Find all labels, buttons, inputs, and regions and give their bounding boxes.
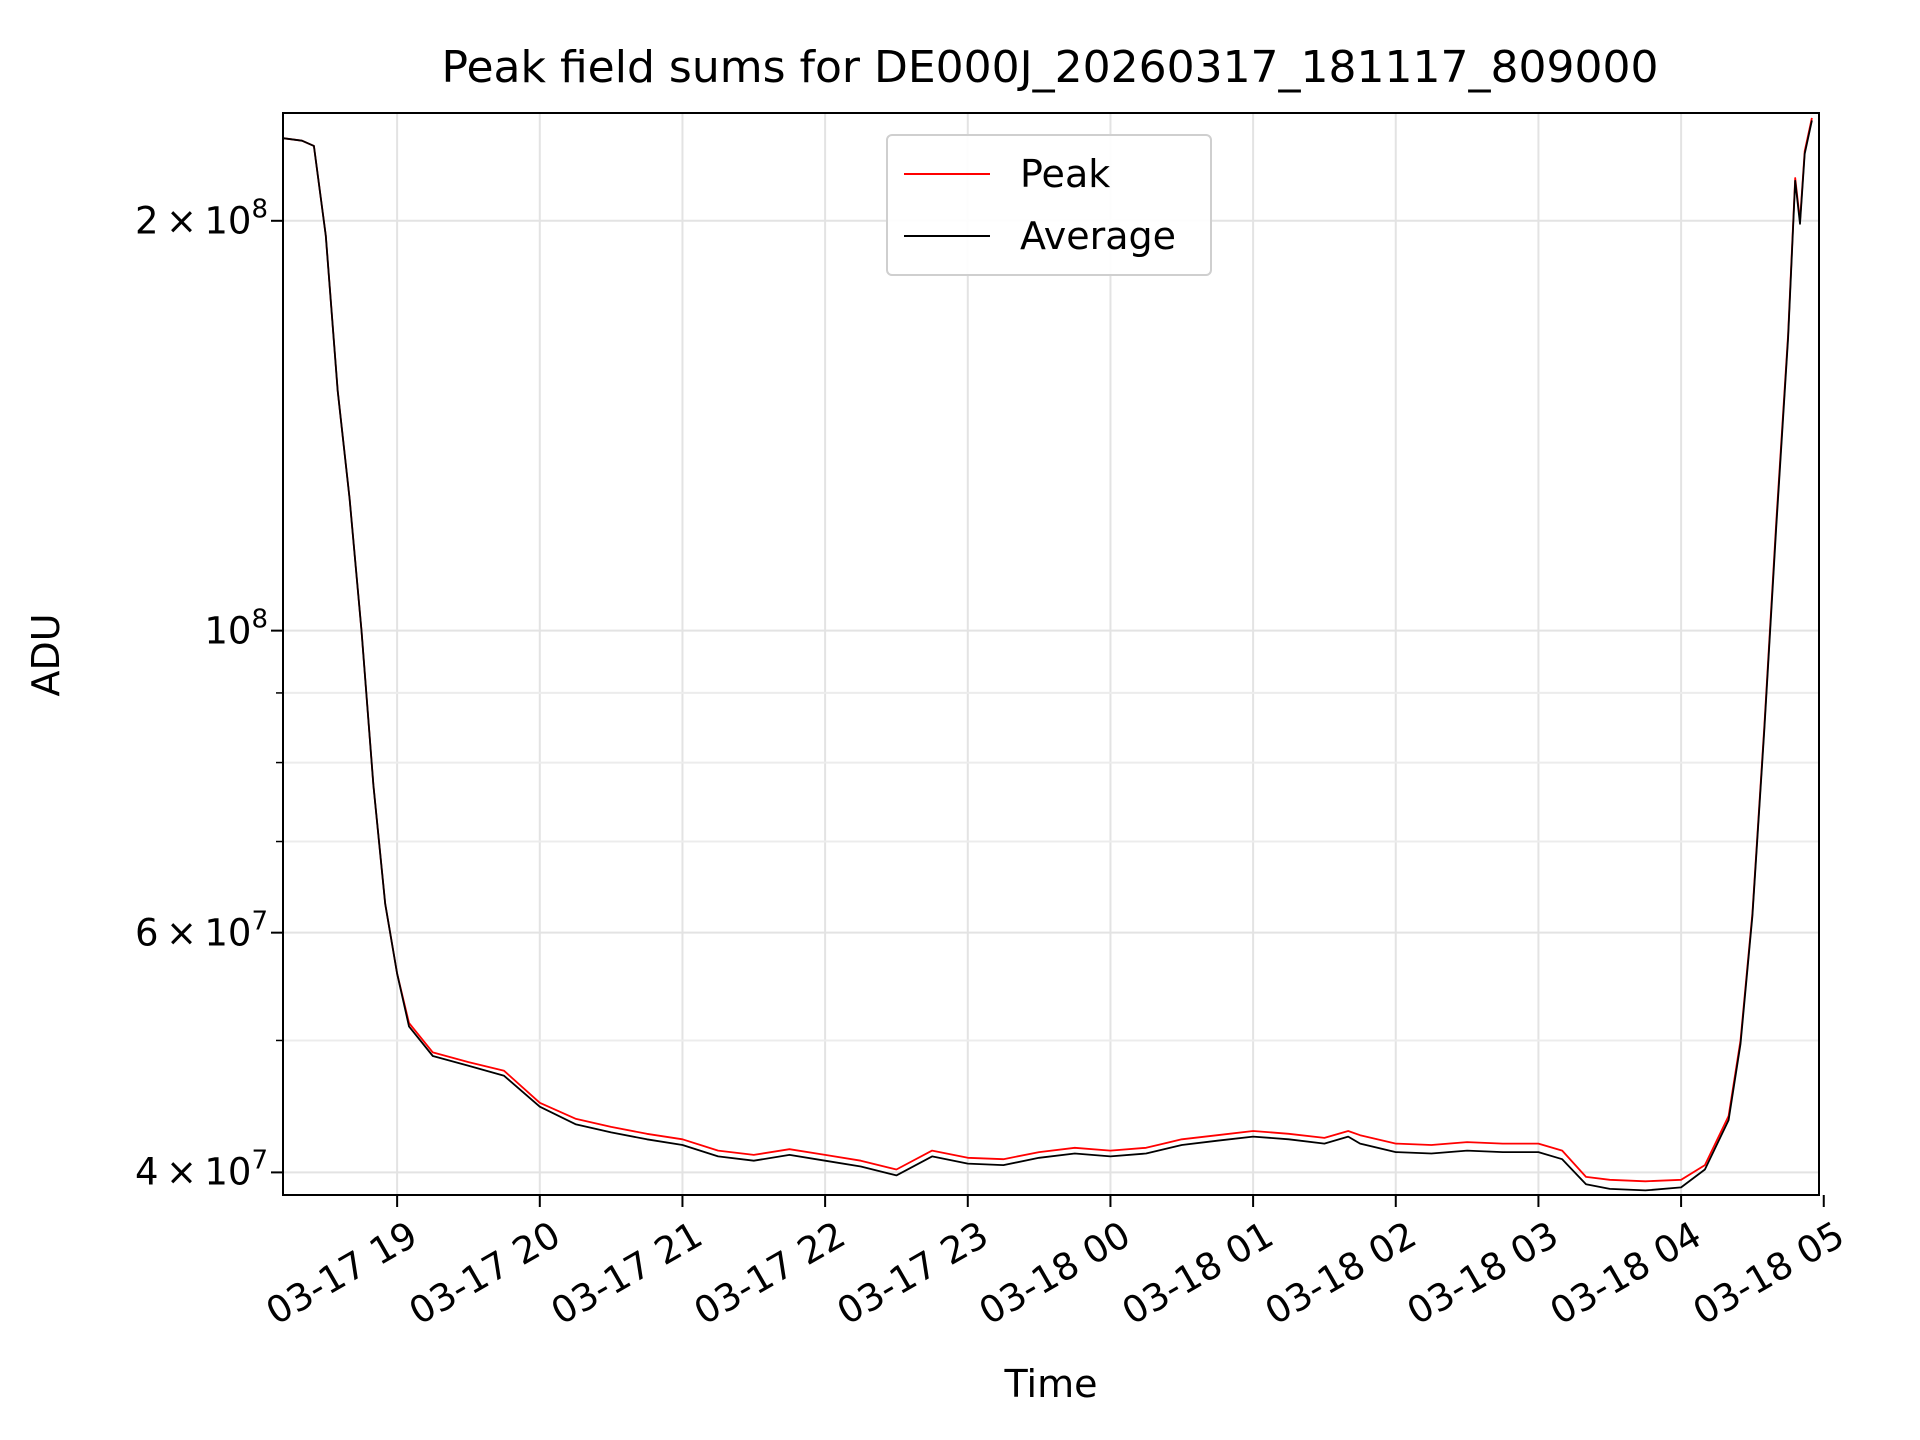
series-layer: [283, 117, 1813, 1192]
axis-ticks: [271, 219, 1825, 1207]
legend-swatch-average: [904, 235, 990, 237]
chart-title: Peak field sums for DE000J_20260317_1811…: [441, 42, 1659, 93]
legend-item-peak: Peak: [904, 152, 1111, 196]
y-tick-label: 108: [204, 604, 268, 653]
legend-swatch-peak: [904, 173, 990, 175]
y-tick-label: 6 × 107: [135, 906, 268, 955]
legend-label-average: Average: [1020, 214, 1177, 258]
legend-item-average: Average: [904, 214, 1177, 258]
legend: Peak Average: [886, 134, 1212, 276]
x-axis-label: Time: [1004, 1362, 1098, 1406]
plot-frame: [282, 112, 1820, 1196]
y-tick-label: 2 × 108: [135, 194, 268, 243]
grid: [283, 113, 1819, 1195]
series-line-average: [283, 120, 1813, 1192]
legend-label-peak: Peak: [1020, 152, 1111, 196]
y-tick-label: 4 × 107: [135, 1145, 268, 1194]
y-axis-label: ADU: [24, 613, 68, 697]
series-line-peak: [283, 117, 1813, 1183]
